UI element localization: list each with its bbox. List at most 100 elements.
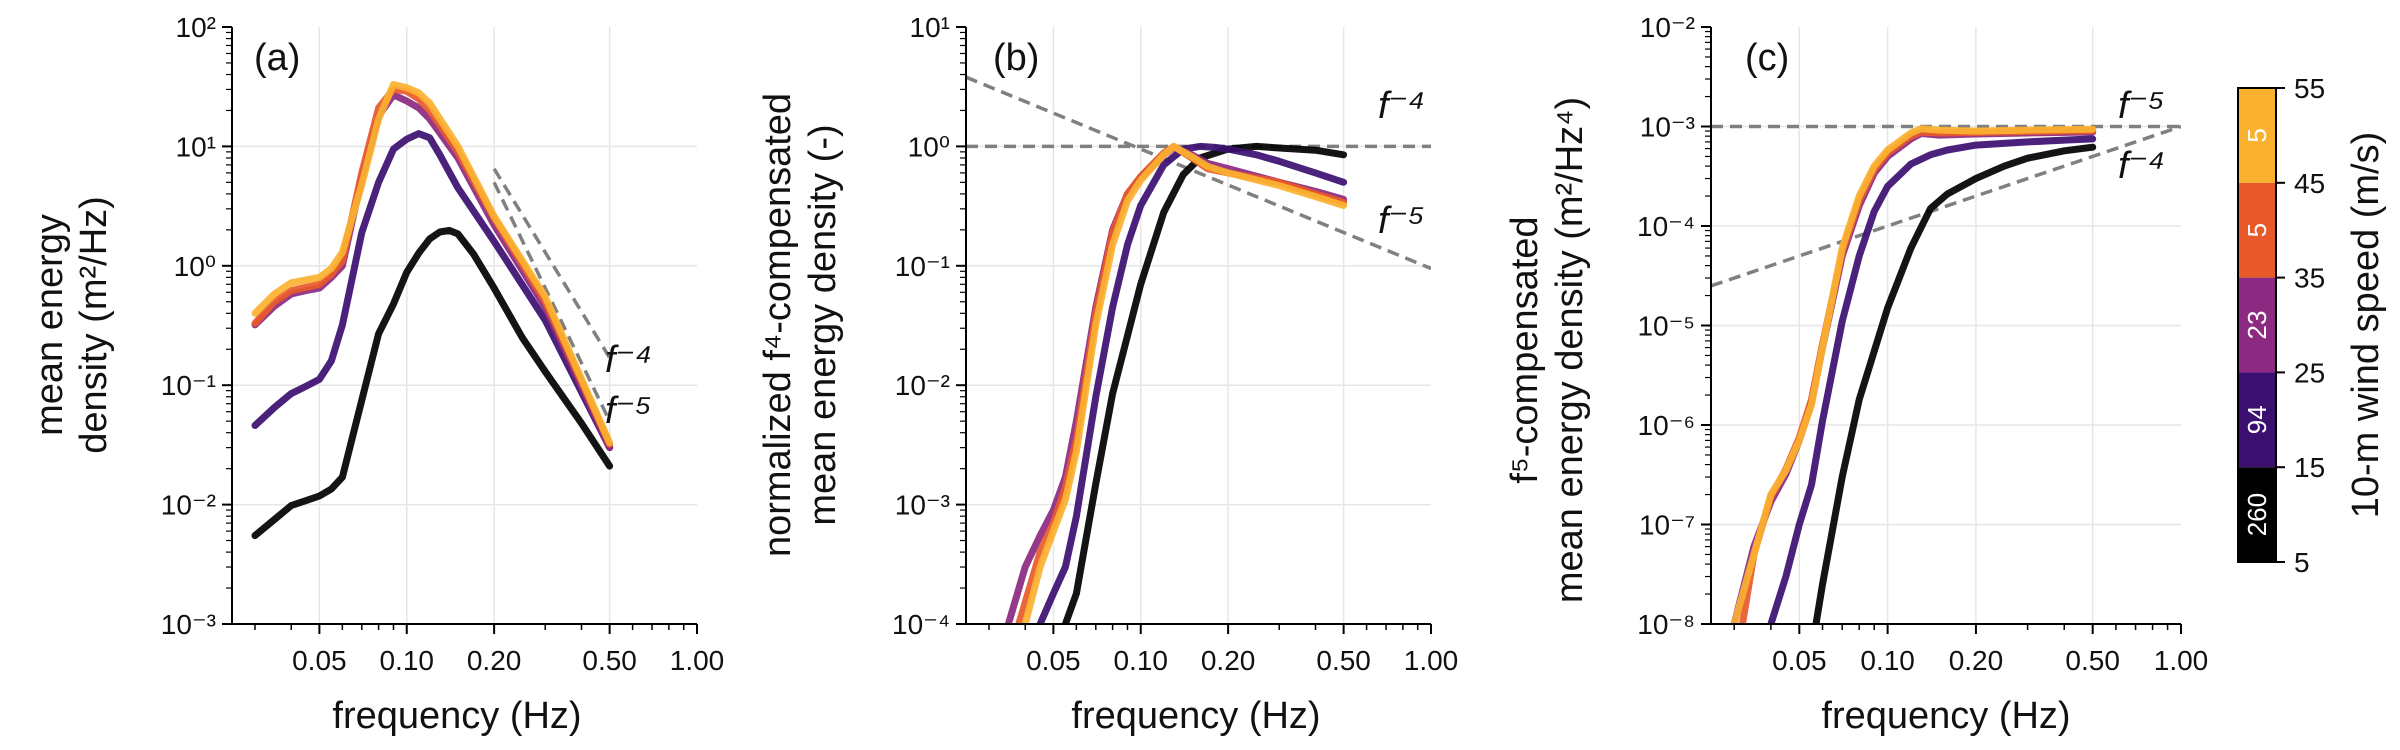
colorbar-tick-label: 45 [2294, 168, 2325, 199]
panel-b-ref-label-f4: f⁻⁴ [1378, 85, 1425, 127]
panel-b-series-line-5 [1021, 142, 1348, 624]
panel-a-series-line-5 [251, 81, 614, 447]
panel-c-letter: (c) [1745, 37, 1789, 79]
panel-b-ytick-label: 10⁻⁴ [892, 609, 950, 640]
colorbar-block-1 [2238, 467, 2276, 562]
panel-c-ref-label-f5: f⁻⁵ [2118, 85, 2165, 127]
panel-b-series-line-1 [1061, 142, 1348, 624]
panel-c-series-line-1 [1812, 143, 2097, 624]
panel-c-series [1730, 125, 2097, 624]
panel-a-tick-labels: 0.05 0.10 0.20 0.50 1.00 10⁻³ 10⁻² 10⁻¹ 10⁰ 10¹ 10… [161, 12, 725, 676]
panel-b-letter: (b) [993, 37, 1039, 79]
colorbar-frame [2237, 87, 2277, 563]
panel-a-ytick-label: 10¹ [176, 131, 216, 162]
panel-a-xtick-label: 0.05 [292, 645, 347, 676]
panel-a-series-line-1 [251, 226, 614, 540]
panel-a-ytick-label: 10⁻¹ [161, 370, 216, 401]
panel-b-xtick-label: 0.10 [1113, 645, 1168, 676]
panel-c-tick-labels: 0.05 0.10 0.20 0.50 1.00 10⁻⁸ 10⁻⁷ 10⁻⁶ 10⁻⁵ 10⁻⁴… [1637, 12, 2208, 676]
panel-c-ytick-label: 10⁻⁸ [1637, 609, 1695, 640]
panel-a-ytick-label: 10⁻² [161, 490, 216, 521]
colorbar-ticks: 5 15 25 35 45 55 [2276, 73, 2325, 578]
panel-b: 0.05 0.10 0.20 0.50 1.00 10⁻⁴ 10⁻³ 10⁻² 10⁻¹ 10⁰ 1… [757, 12, 1458, 737]
panel-c-ytick-label: 10⁻⁶ [1638, 410, 1695, 441]
panel-c-axes [1701, 26, 2182, 634]
panel-c-ytick-label: 10⁻⁵ [1637, 311, 1695, 342]
panel-c-ytick-label: 10⁻³ [1640, 112, 1695, 143]
panel-c-grid [1711, 27, 2181, 624]
panel-c-xlabel: frequency (Hz) [1821, 695, 2070, 737]
panel-a-xtick-label: 0.20 [467, 645, 522, 676]
colorbar-count-label: 260 [2242, 493, 2272, 536]
panel-a-reference-lines [492, 167, 612, 422]
panel-b-xtick-label: 0.50 [1316, 645, 1371, 676]
panel-b-xtick-label: 0.05 [1026, 645, 1081, 676]
panel-b-ytick-label: 10¹ [910, 12, 950, 43]
panel-a-axes [222, 26, 698, 634]
panel-c: 0.05 0.10 0.20 0.50 1.00 10⁻⁸ 10⁻⁷ 10⁻⁶ 10⁻⁵ 10⁻⁴… [1504, 12, 2208, 737]
panel-b-tick-labels: 0.05 0.10 0.20 0.50 1.00 10⁻⁴ 10⁻³ 10⁻² 10⁻¹ 10⁰ 1… [892, 12, 1458, 676]
panel-a: 0.05 0.10 0.20 0.50 1.00 10⁻³ 10⁻² 10⁻¹ 10⁰ 10¹ 10… [29, 12, 724, 737]
colorbar-count-label: 23 [2242, 311, 2272, 340]
panel-a-series [251, 81, 614, 540]
colorbar-block-5 [2238, 88, 2276, 183]
colorbar-tick-label: 55 [2294, 73, 2325, 104]
panel-a-letter: (a) [254, 37, 300, 79]
panel-a-xtick-label: 0.50 [582, 645, 637, 676]
panel-a-xtick-label: 1.00 [670, 645, 725, 676]
panel-a-ytick-label: 10² [176, 12, 216, 43]
panel-b-series [1004, 142, 1348, 624]
panel-b-series-line-2 [1036, 142, 1348, 624]
panel-a-grid [232, 27, 697, 624]
colorbar-label: 10-m wind speed (m/s) [2345, 132, 2387, 518]
panel-b-plot-area [966, 27, 1431, 624]
panel-a-reference-line-2 [492, 181, 612, 422]
panel-b-ytick-label: 10⁻³ [895, 490, 950, 521]
colorbar-tick-label: 5 [2294, 547, 2310, 578]
panel-b-grid [966, 27, 1431, 624]
panel-b-ytick-label: 10⁻¹ [895, 251, 950, 282]
panel-c-xtick-label: 0.10 [1860, 645, 1915, 676]
panel-c-xtick-label: 0.05 [1772, 645, 1827, 676]
colorbar-block-2 [2238, 372, 2276, 468]
panel-a-plot-area [232, 27, 697, 624]
panel-b-xtick-label: 1.00 [1404, 645, 1459, 676]
panel-c-ylabel-line-2: mean energy density (m²/Hz⁴) [1549, 97, 1591, 603]
panel-b-ylabel-line-1: normalized f⁴-compensated [757, 93, 799, 557]
colorbar-counts: 260 94 23 5 5 [2242, 128, 2272, 536]
panel-c-xtick-label: 0.20 [1949, 645, 2004, 676]
colorbar-tick-label: 25 [2294, 357, 2325, 388]
panel-c-series-line-3 [1730, 128, 2097, 624]
panel-c-reference-line-2 [1711, 124, 2181, 288]
panel-c-reference-lines [1711, 124, 2181, 288]
panel-a-ref-label-f4: f⁻⁴ [605, 339, 652, 381]
panel-b-ylabel-line-2: mean energy density (-) [802, 124, 844, 525]
panel-b-xlabel: frequency (Hz) [1071, 695, 1320, 737]
colorbar-count-label: 5 [2242, 128, 2272, 142]
colorbar-block-4 [2238, 182, 2276, 278]
panel-b-ytick-label: 10⁰ [908, 131, 950, 162]
panel-a-ref-label-f5: f⁻⁵ [605, 390, 652, 432]
panel-c-xtick-label: 0.50 [2065, 645, 2120, 676]
colorbar-count-label: 94 [2242, 405, 2272, 434]
colorbar-tick-label: 35 [2294, 263, 2325, 294]
panel-a-series-line-2 [251, 130, 614, 452]
panel-c-series-line-2 [1767, 135, 2097, 624]
panel-c-ytick-label: 10⁻² [1640, 12, 1695, 43]
colorbar-blocks [2238, 88, 2276, 562]
panel-a-ylabel-line-2: density (m²/Hz) [73, 196, 115, 454]
panel-a-xtick-label: 0.10 [379, 645, 434, 676]
panel-c-ytick-label: 10⁻⁷ [1639, 510, 1695, 541]
panel-b-ytick-label: 10⁻² [895, 370, 950, 401]
colorbar-count-label: 5 [2242, 223, 2272, 237]
colorbar-tick-label: 15 [2294, 452, 2325, 483]
panel-c-xtick-label: 1.00 [2154, 645, 2209, 676]
panel-c-series-line-5 [1730, 125, 2097, 624]
panel-a-xlabel: frequency (Hz) [332, 695, 581, 737]
panel-b-axes [956, 26, 1432, 634]
panel-c-ylabel-line-1: f⁵-compensated [1504, 216, 1546, 483]
panel-b-reference-line-2 [966, 75, 1431, 271]
panel-a-ylabel-line-1: mean energy [29, 214, 71, 436]
